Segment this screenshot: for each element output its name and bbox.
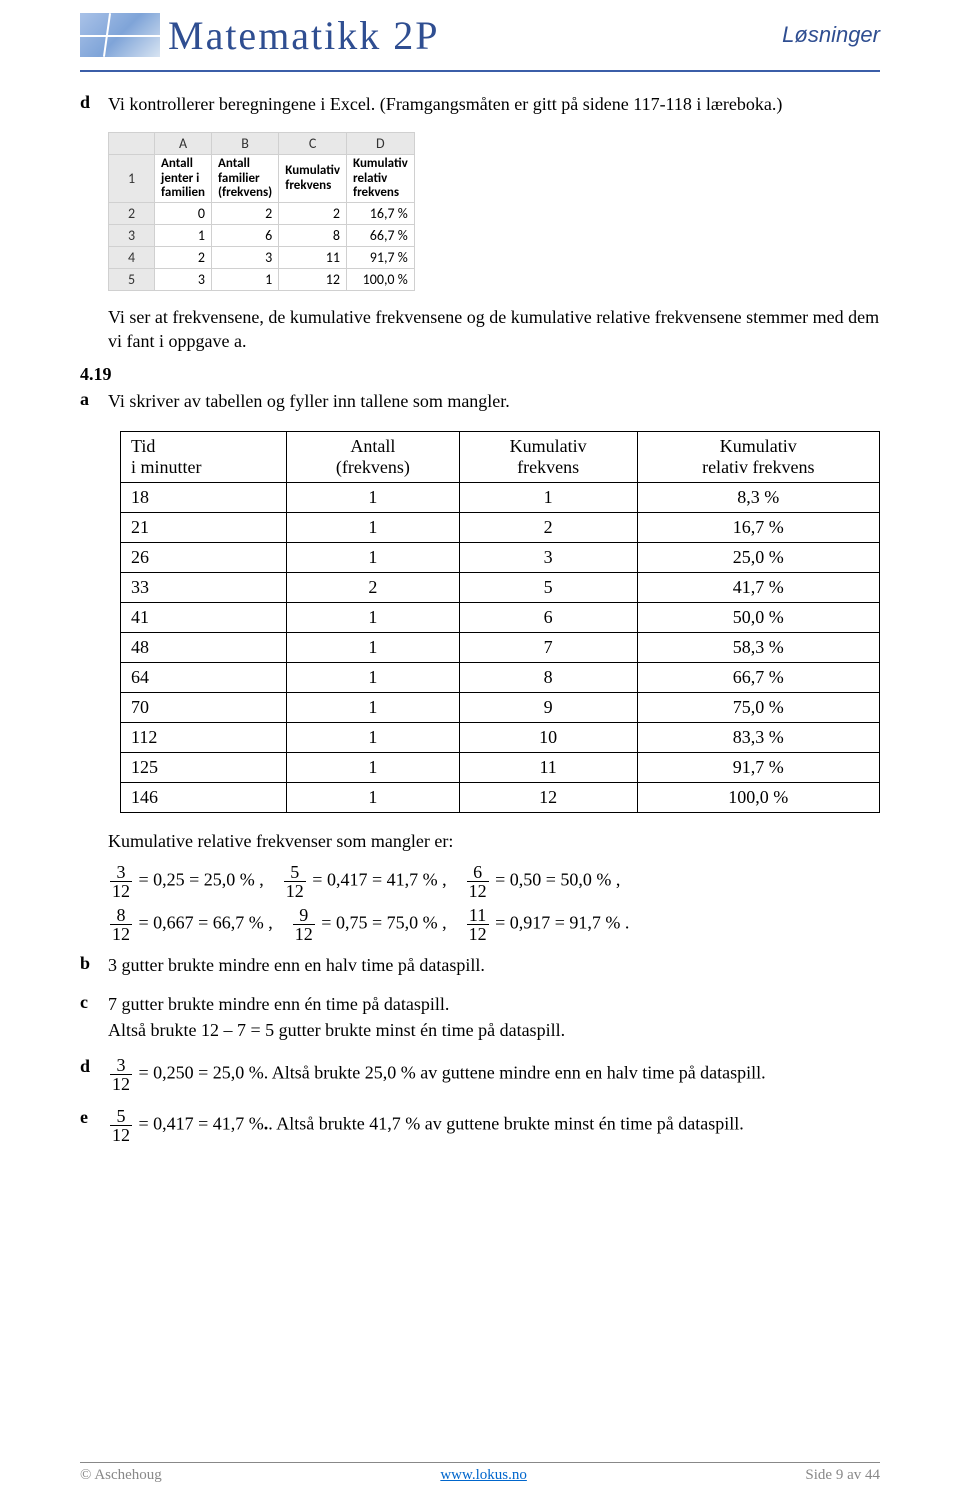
item-label-e: e [80, 1107, 108, 1154]
dt-h0: Tidi minutter [121, 432, 287, 483]
excel-row: 53112100,0 % [109, 269, 415, 291]
excel-h3: Kumulativrelativfrekvens [346, 155, 414, 203]
frac-line-1: 312 = 0,25 = 25,0 % , 512 = 0,417 = 41,7… [108, 863, 880, 900]
page-header: Matematikk 2P Løsninger [80, 0, 880, 72]
d-after-text: Vi ser at frekvensene, de kumulative fre… [108, 305, 880, 354]
excel-corner [109, 133, 155, 155]
excel-row-1: 1 [109, 155, 155, 203]
logo-icon [80, 13, 160, 57]
table-row: 146112100,0 % [121, 783, 880, 813]
table-row: 211216,7 % [121, 513, 880, 543]
excel-screenshot: A B C D 1 Antalljenter ifamilien Antallf… [108, 132, 415, 291]
excel-row: 202216,7 % [109, 203, 415, 225]
excel-h1: Antallfamilier(frekvens) [212, 155, 279, 203]
brand-title: Matematikk 2P [168, 12, 440, 59]
item-label-c: c [80, 992, 108, 1053]
item-label-a: a [80, 389, 108, 423]
table-row: 12511191,7 % [121, 753, 880, 783]
a-text: Vi skriver av tabellen og fyller inn tal… [108, 389, 510, 413]
table-row: 641866,7 % [121, 663, 880, 693]
item-label-b: b [80, 953, 108, 987]
dt-h1: Antall(frekvens) [287, 432, 459, 483]
table-row: 481758,3 % [121, 633, 880, 663]
frac-line-2: 812 = 0,667 = 66,7 % , 912 = 0,75 = 75,0… [108, 906, 880, 943]
table-row: 11211083,3 % [121, 723, 880, 753]
table-row: 261325,0 % [121, 543, 880, 573]
c-text-1: 7 gutter brukte mindre enn én time på da… [108, 992, 565, 1016]
logo: Matematikk 2P [80, 12, 440, 59]
c-text-2: Altså brukte 12 – 7 = 5 gutter brukte mi… [108, 1018, 565, 1042]
dt-h3: Kumulativrelativ frekvens [637, 432, 879, 483]
page-footer: © Aschehoug www.lokus.no Side 9 av 44 [80, 1462, 880, 1484]
footer-center: www.lokus.no [440, 1467, 527, 1484]
item-label-d2: d [80, 1056, 108, 1103]
excel-col-b: B [212, 133, 279, 155]
excel-col-d: D [346, 133, 414, 155]
excel-row: 4231191,7 % [109, 247, 415, 269]
e-text: 512 = 0,417 = 41,7 %.. Altså brukte 41,7… [108, 1107, 744, 1144]
item-label-d: d [80, 92, 108, 126]
calc-intro: Kumulative relative frekvenser som mangl… [108, 829, 880, 853]
excel-row: 316866,7 % [109, 225, 415, 247]
table-row: 701975,0 % [121, 693, 880, 723]
table-row: 332541,7 % [121, 573, 880, 603]
footer-right: Side 9 av 44 [805, 1467, 880, 1484]
dt-h2: Kumulativfrekvens [459, 432, 637, 483]
table-row: 18118,3 % [121, 483, 880, 513]
excel-col-a: A [155, 133, 212, 155]
section-number: 4.19 [80, 364, 122, 385]
data-table: Tidi minutter Antall(frekvens) Kumulativ… [120, 431, 880, 813]
b-text: 3 gutter brukte mindre enn en halv time … [108, 953, 485, 977]
d2-text: 312 = 0,250 = 25,0 %. Altså brukte 25,0 … [108, 1056, 766, 1093]
footer-left: © Aschehoug [80, 1467, 162, 1484]
excel-h2: Kumulativfrekvens [279, 155, 347, 203]
excel-col-c: C [279, 133, 347, 155]
d-intro-text: Vi kontrollerer beregningene i Excel. (F… [108, 92, 782, 116]
header-subtitle: Løsninger [782, 22, 880, 48]
table-row: 411650,0 % [121, 603, 880, 633]
excel-h0: Antalljenter ifamilien [155, 155, 212, 203]
